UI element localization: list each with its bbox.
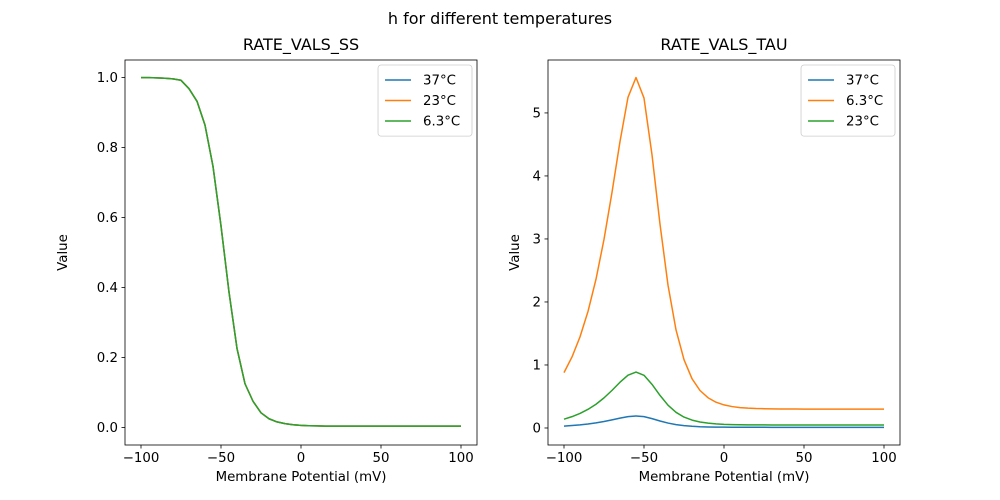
chart-title-tau: RATE_VALS_TAU	[660, 35, 787, 55]
x-tick-label: 100	[448, 451, 473, 466]
y-tick-label: 0.0	[97, 421, 118, 436]
x-tick-label: 100	[871, 451, 896, 466]
x-tick-label: −100	[546, 451, 583, 466]
legend-box	[377, 64, 473, 137]
series-line-tau-0	[563, 415, 884, 429]
y-tick-label: 0.8	[97, 141, 118, 156]
legend-label: 23°C	[846, 115, 879, 130]
x-tick-label: −50	[630, 451, 658, 466]
y-tick-label: 1	[533, 359, 541, 374]
figure-suptitle: h for different temperatures	[388, 9, 612, 28]
y-tick-label: 4	[533, 170, 541, 185]
x-tick-label: 50	[373, 451, 390, 466]
y-axis-label-ss: Value	[56, 234, 71, 271]
series-line-tau-1	[563, 76, 884, 410]
y-tick-label: 0.2	[97, 351, 118, 366]
axes-ss: −100 −50 0 50 100 0.0 0.2 0.4 0.6 0.8 1.0 RATE_VALS…	[56, 35, 478, 485]
x-tick-label: 50	[796, 451, 813, 466]
axes-layer: −100 −50 0 50 1000.00.20.40.60.81.0RATE_VALS…	[56, 35, 901, 485]
y-tick-label: 5	[533, 107, 541, 122]
y-tick-label: 2	[533, 296, 541, 311]
series-line-tau-2	[563, 371, 884, 426]
y-tick-label: 0	[533, 422, 541, 437]
legend-ss: 37°C 23°C 6.3°C	[377, 64, 473, 137]
x-tick-label: −50	[207, 451, 235, 466]
legend-label: 23°C	[423, 94, 456, 109]
y-tick-label: 0.4	[97, 281, 118, 296]
x-tick-label: 0	[297, 451, 305, 466]
series-line-ss-2	[140, 76, 461, 427]
y-tick-label: 3	[533, 233, 541, 248]
axes-tau: −100 −50 0 50 100 0 1 2 3 4 5 RATE_VALS_TAU Membrane…	[508, 35, 901, 485]
chart-title-ss: RATE_VALS_SS	[243, 35, 359, 55]
legend-label: 37°C	[846, 74, 879, 89]
x-tick-label: −100	[123, 451, 160, 466]
legend-label: 6.3°C	[423, 115, 460, 130]
legend-tau: 37°C 6.3°C 23°C	[800, 64, 896, 137]
y-axis-label-tau: Value	[508, 234, 523, 271]
x-tick-label: 0	[720, 451, 728, 466]
y-tick-label: 0.6	[97, 211, 118, 226]
legend-label: 6.3°C	[846, 94, 883, 109]
y-tick-label: 1.0	[97, 71, 118, 86]
x-axis-label-ss: Membrane Potential (mV)	[216, 470, 387, 485]
legend-label: 37°C	[423, 74, 456, 89]
x-axis-label-tau: Membrane Potential (mV)	[639, 470, 810, 485]
legend-box	[800, 64, 896, 137]
